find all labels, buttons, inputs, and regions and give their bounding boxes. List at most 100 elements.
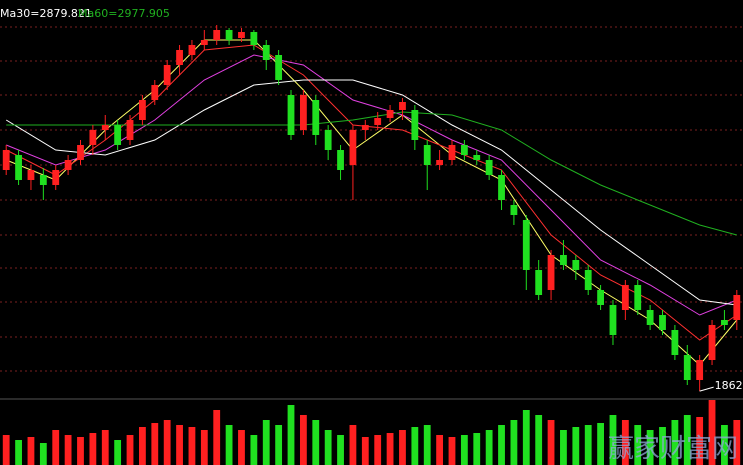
candle-body (510, 205, 518, 215)
volume-bar (498, 425, 505, 465)
candle-body (535, 270, 543, 295)
candle-body (399, 102, 406, 110)
candle-body (374, 118, 382, 125)
candle-body (312, 100, 320, 135)
volume-bar (225, 425, 233, 465)
candle-body (671, 330, 679, 355)
candle-body (448, 145, 456, 160)
candle-body (473, 155, 481, 160)
candle-body (299, 95, 307, 130)
candle-body (27, 170, 35, 180)
candle-body (597, 290, 604, 305)
candle-body (275, 55, 283, 80)
candle-body (238, 32, 245, 38)
candle-body (139, 100, 146, 120)
volume-bar (337, 435, 344, 465)
watermark: 赢家财富网 (608, 434, 738, 464)
candle-body (15, 155, 22, 180)
volume-bar (299, 415, 307, 465)
candle-body (485, 160, 493, 175)
candle-body (708, 325, 716, 360)
volume-bar (312, 420, 320, 465)
ma-line (6, 54, 737, 316)
candle-body (361, 125, 369, 130)
candle-body (696, 360, 704, 380)
candle-body (262, 45, 270, 60)
volume-bar (448, 437, 456, 465)
volume-bar (584, 425, 592, 465)
volume-bar (423, 425, 431, 465)
candle-body (547, 255, 555, 290)
candle-body (213, 30, 221, 40)
candle-body (163, 65, 171, 85)
candle-body (337, 150, 344, 170)
candle-body (64, 160, 72, 170)
volume-bar (139, 427, 146, 465)
candle-body (39, 175, 47, 185)
volume-bar (89, 433, 97, 465)
volume-bar (64, 435, 72, 465)
volume-bar (634, 425, 642, 465)
low-label: 1862 (715, 379, 743, 392)
candle-body (101, 125, 109, 130)
volume-bar (361, 437, 369, 465)
candle-body (324, 130, 332, 150)
volume-bar (621, 420, 629, 465)
candle-body (560, 255, 567, 265)
volume-bar (522, 410, 530, 465)
volume-bar (560, 430, 567, 465)
candle-body (386, 110, 394, 118)
volume-bar (39, 443, 47, 465)
candle-body (225, 30, 233, 40)
volume-bar (671, 420, 679, 465)
volume-bar (535, 415, 543, 465)
volume-bar (349, 425, 357, 465)
volume-bar (547, 420, 555, 465)
volume-bar (721, 425, 728, 465)
candle-body (460, 145, 468, 155)
candle-body (126, 120, 134, 140)
volume-bar (275, 425, 283, 465)
legend-item: Ma30=2879.821 (0, 7, 92, 20)
volume-bar (683, 415, 691, 465)
volume-bar (572, 427, 580, 465)
volume-bar (101, 430, 109, 465)
volume-bar (27, 437, 35, 465)
volume-bar (473, 433, 481, 465)
candle-body (436, 160, 444, 165)
candle-body (176, 50, 183, 65)
candle-body (349, 130, 357, 165)
grid (0, 26, 743, 372)
volume-bar (510, 420, 518, 465)
volume-bar (200, 430, 208, 465)
candle-body (287, 95, 295, 135)
volume-bar (213, 410, 221, 465)
candle-body (423, 145, 431, 165)
candle-body (659, 315, 666, 330)
volume-bar (262, 420, 270, 465)
volume-bar (460, 435, 468, 465)
candle-body (200, 40, 208, 45)
candle-body (609, 305, 617, 335)
volume-bar (2, 435, 10, 465)
volume-bar (708, 400, 716, 465)
volume-bar (411, 427, 419, 465)
volume-bar (238, 430, 245, 465)
volume-bar (52, 430, 60, 465)
volume-bar (659, 427, 666, 465)
volume-bar (176, 425, 183, 465)
volume-bar (609, 415, 617, 465)
volume-bar (436, 435, 444, 465)
candle-body (89, 130, 97, 145)
volume-bar (386, 433, 394, 465)
volume-bar (597, 423, 604, 465)
volume-bar (188, 427, 196, 465)
candle-body (52, 170, 60, 185)
volume-bar (126, 435, 134, 465)
volume-bar (399, 430, 406, 465)
low-pointer (699, 386, 714, 392)
candle-body (584, 270, 592, 290)
candle-body (250, 32, 258, 45)
candle-body (634, 285, 642, 310)
